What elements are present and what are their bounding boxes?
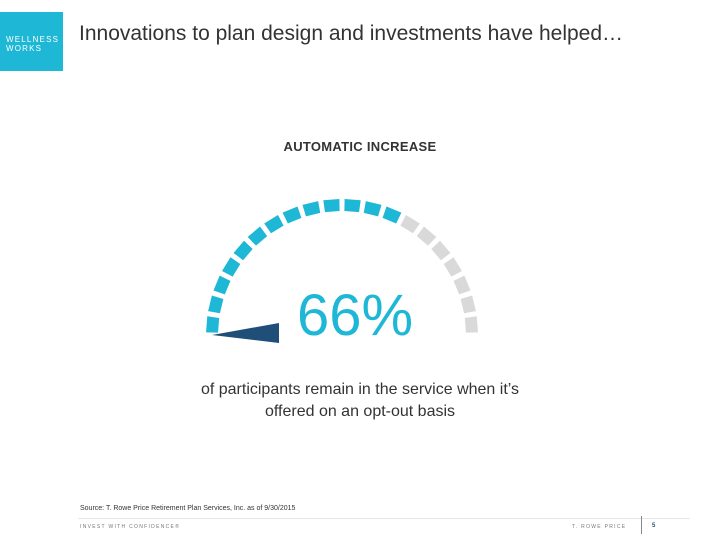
- gauge-segment-empty: [400, 215, 420, 234]
- gauge-needle: [212, 323, 279, 343]
- caption-line-2: offered on an opt-out basis: [264, 403, 456, 420]
- slide-title: Innovations to plan design and investmen…: [79, 22, 624, 45]
- gauge-segment-empty: [416, 226, 437, 246]
- gauge-segments: [206, 199, 478, 333]
- gauge-segment-empty: [464, 316, 478, 333]
- gauge-segment-filled: [344, 199, 361, 213]
- gauge-label: AUTOMATIC INCREASE: [283, 139, 437, 154]
- source-note: Source: T. Rowe Price Retirement Plan Se…: [80, 505, 296, 512]
- caption-line-1: of participants remain in the service wh…: [200, 381, 520, 398]
- gauge-segment-filled: [222, 257, 241, 277]
- gauge-segment-empty: [443, 257, 462, 277]
- gauge-segment-filled: [264, 215, 284, 234]
- footer-divider-line: [78, 518, 690, 519]
- gauge-segment-filled: [206, 316, 220, 333]
- gauge-segment-empty: [431, 240, 451, 261]
- gauge-segment-empty: [453, 275, 471, 295]
- gauge-segment-filled: [213, 275, 231, 295]
- gauge-caption: of participants remain in the service wh…: [160, 379, 560, 423]
- gauge-segment-filled: [363, 201, 382, 217]
- gauge-segment-empty: [460, 295, 476, 314]
- footer-brand: T. ROWE PRICE: [572, 524, 627, 530]
- gauge-segment-filled: [282, 206, 302, 224]
- gauge-segment-filled: [302, 201, 321, 217]
- wellness-works-logo: WELLNESS WORKS: [0, 12, 63, 71]
- gauge-segment-filled: [382, 206, 402, 224]
- gauge-value: 66%: [297, 283, 414, 348]
- gauge-segment-filled: [208, 295, 224, 314]
- page-number: 5: [652, 523, 656, 529]
- gauge-segment-filled: [233, 240, 253, 261]
- logo-line-1: WELLNESS: [6, 35, 60, 44]
- gauge-segment-filled: [247, 226, 268, 246]
- logo-line-2: WORKS: [6, 44, 43, 53]
- footer-tagline: INVEST WITH CONFIDENCE®: [80, 524, 181, 530]
- gauge-segment-filled: [323, 199, 340, 213]
- footer-vertical-divider: [641, 516, 642, 534]
